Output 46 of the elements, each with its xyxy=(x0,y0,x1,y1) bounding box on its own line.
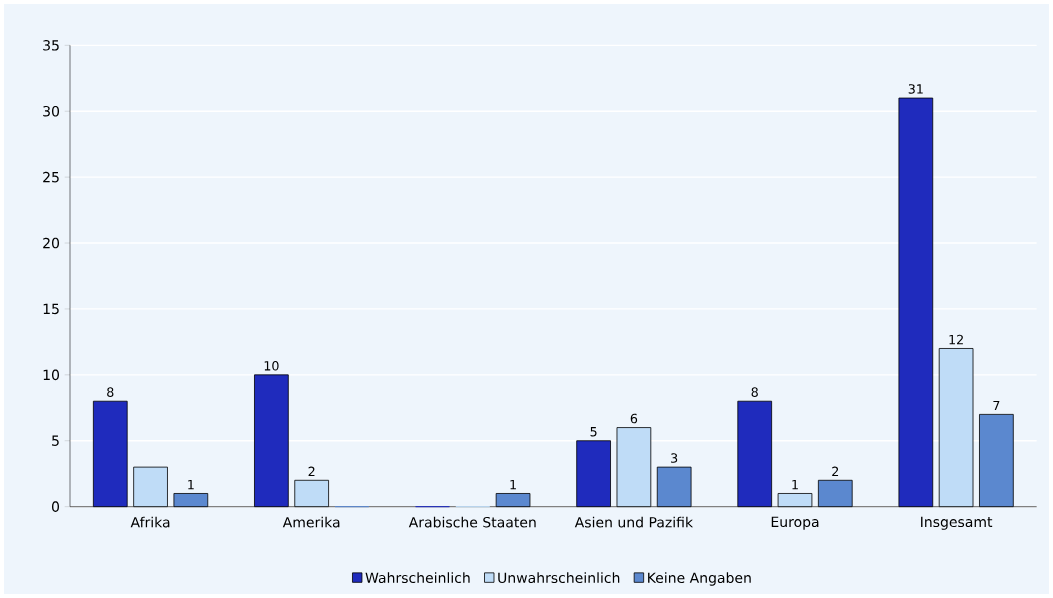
data-label: 31 xyxy=(908,84,923,94)
x-tick-label: Europa xyxy=(771,516,819,530)
x-tick-label: Amerika xyxy=(282,516,340,528)
x-tick-label: Insgesamt xyxy=(921,516,993,530)
bar xyxy=(817,479,853,508)
data-label: 8 xyxy=(107,387,114,397)
bar xyxy=(616,427,652,508)
x-tick-label: Arabische Staaten xyxy=(408,516,536,528)
y-tick-label: 35 xyxy=(43,40,59,51)
data-label: 1 xyxy=(792,479,798,490)
legend-label: Wahrscheinlich xyxy=(365,572,470,584)
data-label: 3 xyxy=(671,453,678,463)
y-tick-label: 5 xyxy=(52,435,59,446)
x-tick-label: Asien und Pazifik xyxy=(574,516,694,528)
y-tick-label: 15 xyxy=(43,303,59,315)
data-label: 12 xyxy=(949,334,963,345)
legend-label: Keine Angaben xyxy=(648,572,751,586)
bar xyxy=(737,400,773,508)
x-tick-label: Afrika xyxy=(130,516,170,528)
data-label: 10 xyxy=(264,360,279,371)
data-label: 5 xyxy=(590,427,597,437)
bar xyxy=(656,466,692,508)
data-label: 8 xyxy=(751,387,758,397)
bar xyxy=(92,400,128,508)
y-tick-label: 10 xyxy=(43,369,60,381)
bar xyxy=(133,466,168,508)
bar xyxy=(777,493,813,508)
data-label: 7 xyxy=(993,400,1000,411)
bar xyxy=(938,348,974,508)
data-label: 1 xyxy=(188,479,194,490)
y-tick-label: 0 xyxy=(51,501,60,512)
y-tick-label: 25 xyxy=(43,171,59,183)
bar xyxy=(576,440,611,508)
y-tick-label: 30 xyxy=(43,105,60,117)
bar xyxy=(495,493,531,508)
legend-label: Unwahrscheinlich xyxy=(498,572,620,584)
data-label: 2 xyxy=(832,466,839,477)
bar xyxy=(254,374,289,508)
bar xyxy=(898,97,934,508)
bar xyxy=(979,413,1014,508)
bar xyxy=(294,479,329,508)
bar xyxy=(173,493,209,508)
y-tick-label: 20 xyxy=(43,237,60,249)
data-label: 6 xyxy=(630,413,638,424)
data-label: 1 xyxy=(510,479,516,490)
data-label: 2 xyxy=(308,466,315,477)
